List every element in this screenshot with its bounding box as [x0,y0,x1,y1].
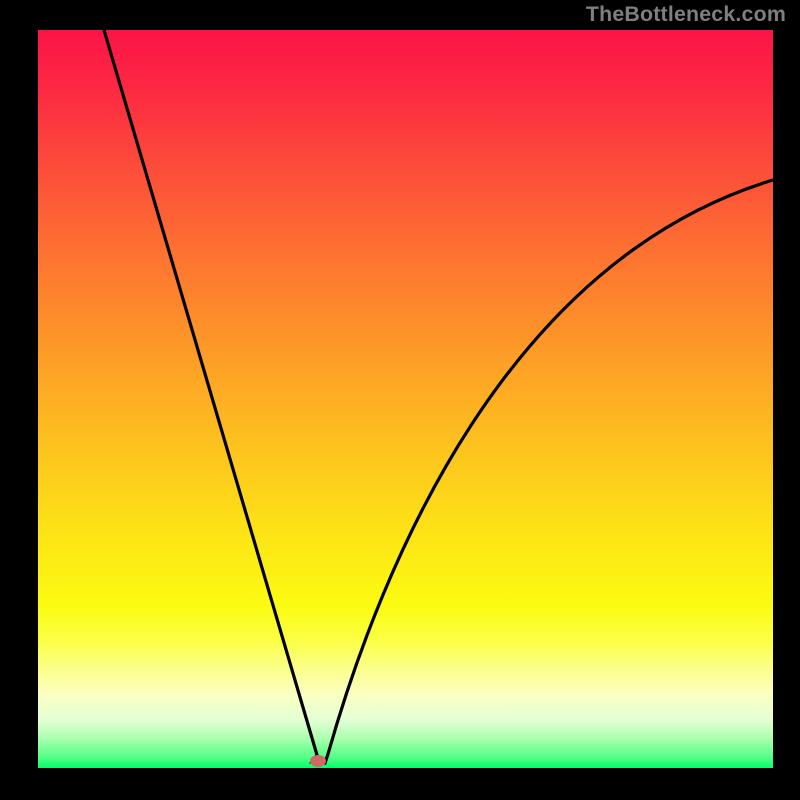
bottleneck-plot [38,30,773,768]
optimal-point-marker [310,755,326,767]
chart-frame: TheBottleneck.com [0,0,800,800]
plot-gradient-background [38,30,773,768]
watermark-text: TheBottleneck.com [586,2,786,27]
